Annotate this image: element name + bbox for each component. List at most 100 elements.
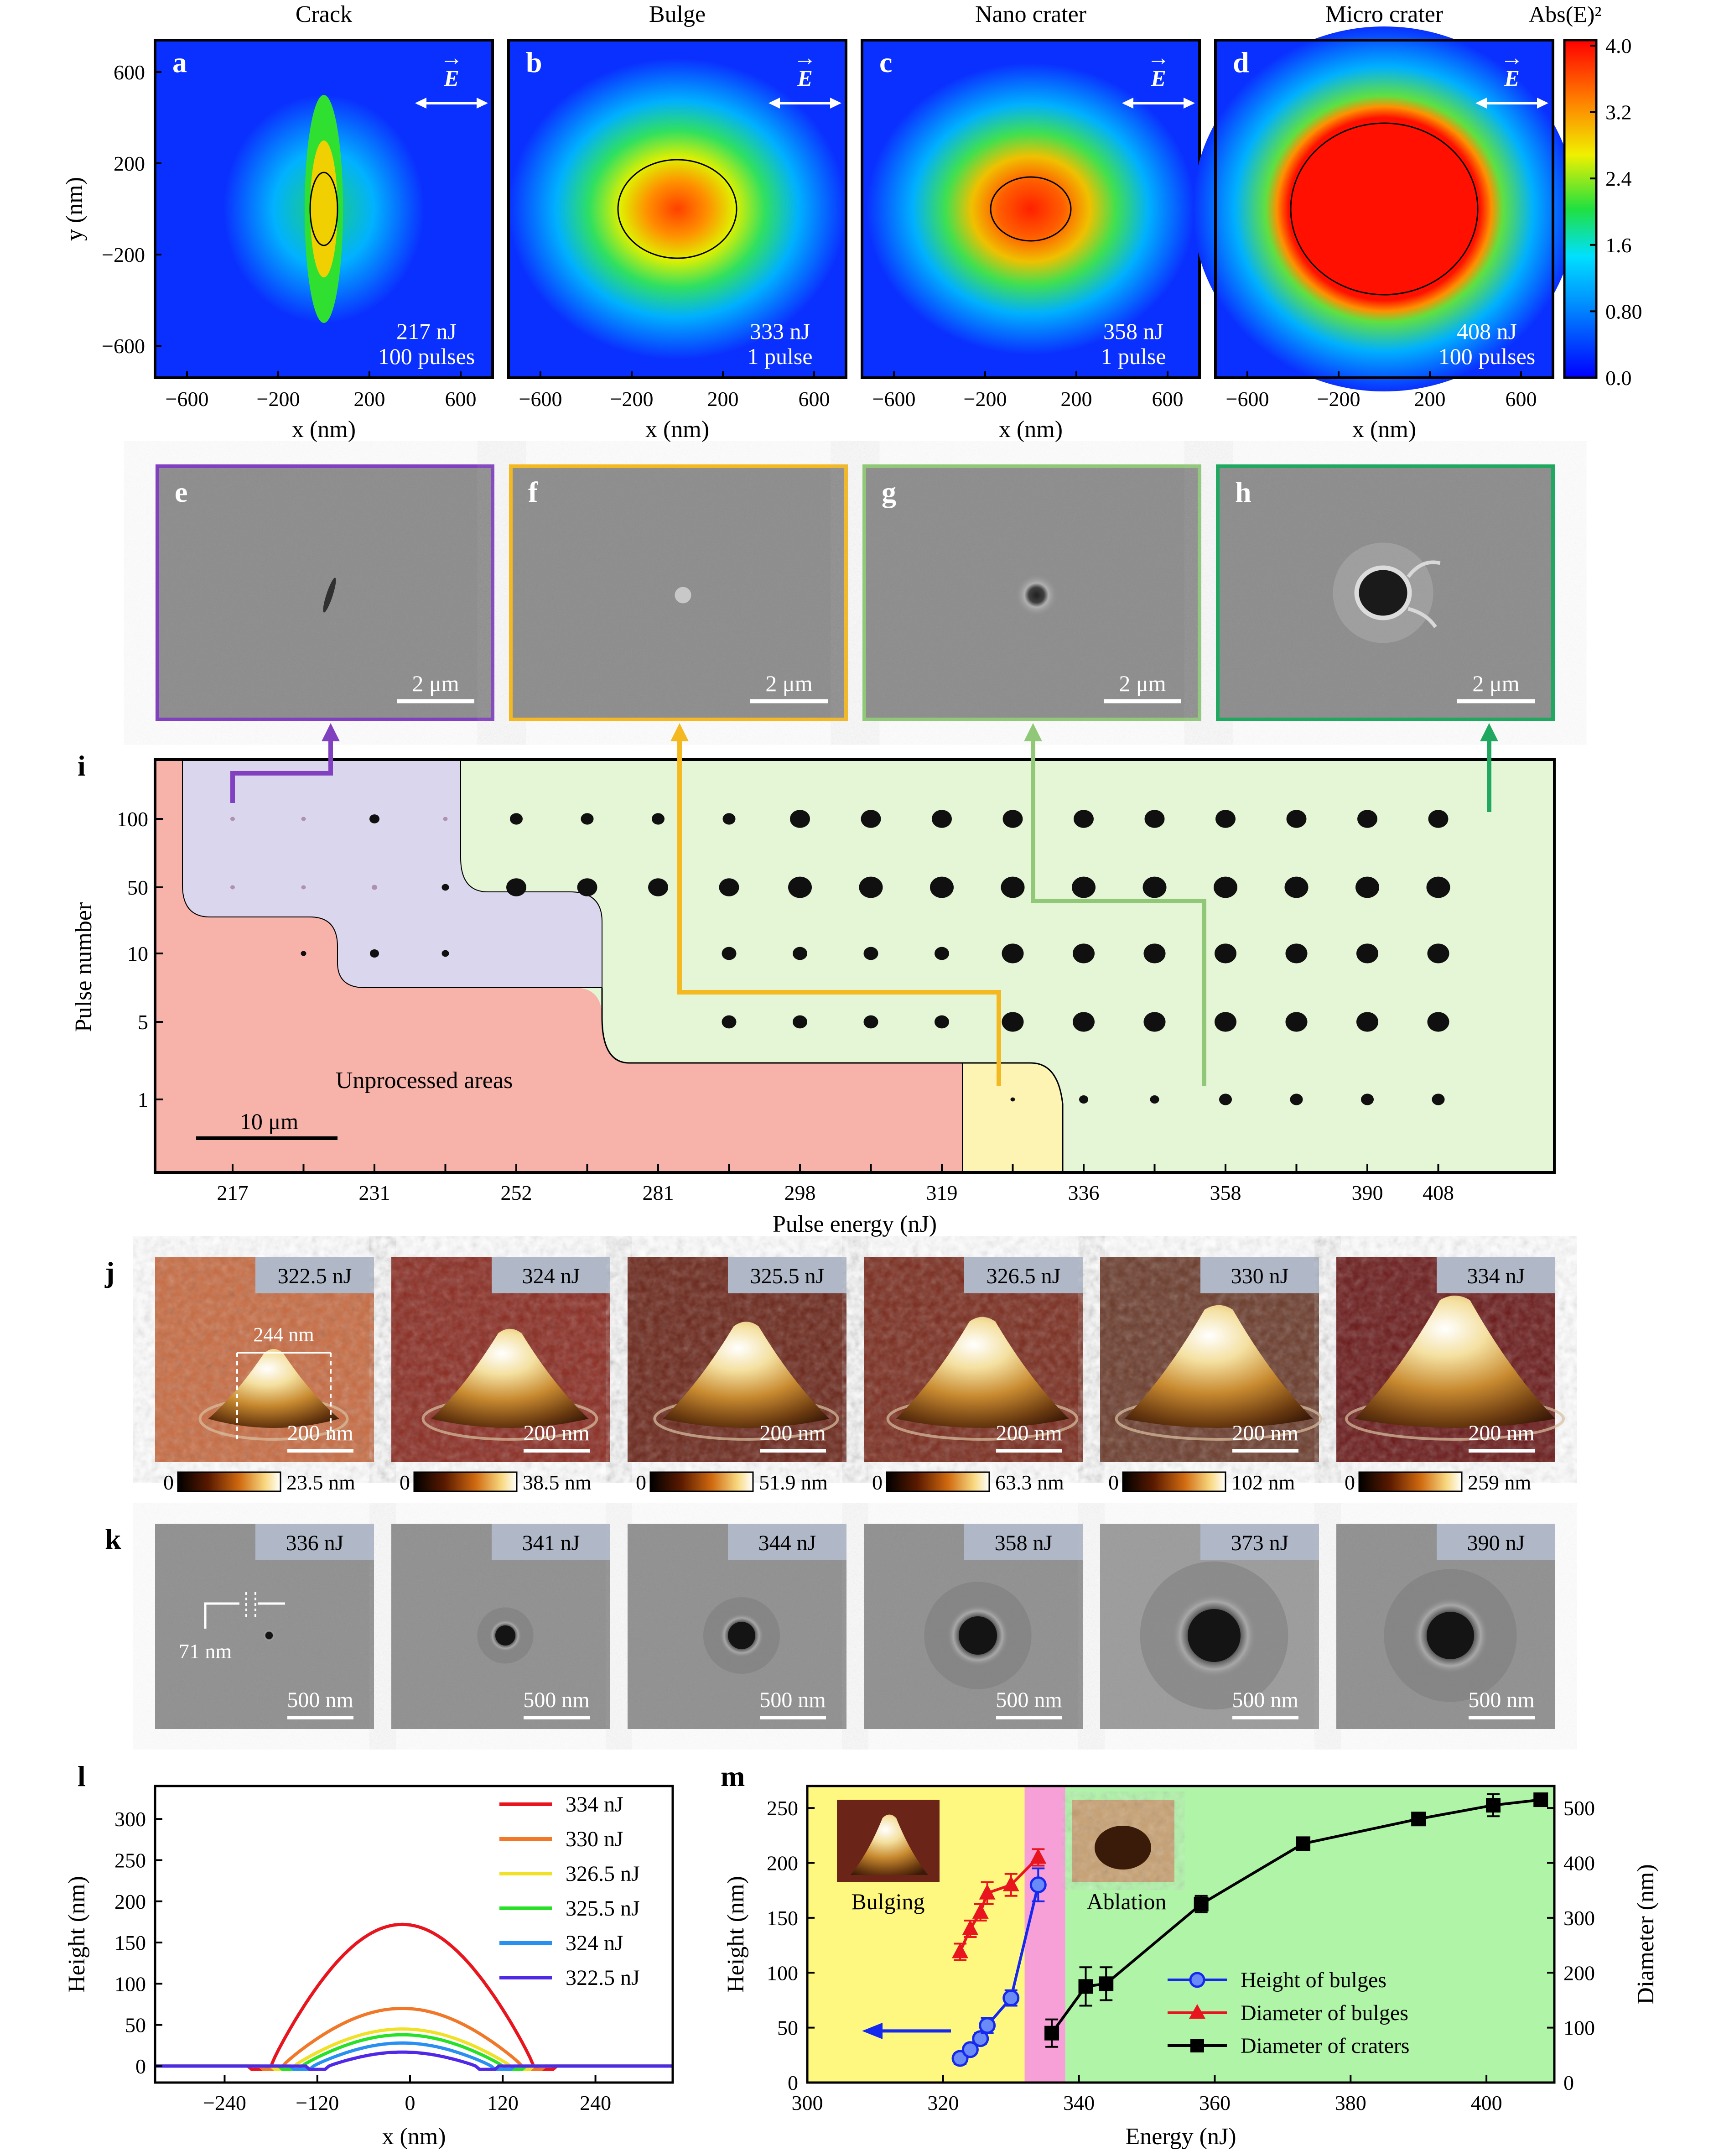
- y-right-tick-label: 100: [1563, 2016, 1595, 2040]
- y-right-tick-label: 300: [1563, 1906, 1595, 1930]
- data-point-square: [1099, 1976, 1114, 1991]
- sem-bulge: [675, 587, 691, 604]
- chart-frame: [806, 1785, 1556, 2084]
- axis-arrowhead: [862, 2022, 883, 2039]
- sem-k-row: 336 nJ 500 nm 71 nm 341 nJ 500 nm 344 nJ 500 n…: [155, 1524, 1555, 1729]
- sem-k-tag: [964, 1524, 1083, 1560]
- efield-label: E: [1150, 65, 1166, 91]
- sem-k-tag: [1437, 1524, 1555, 1560]
- x-tick-label: −600: [872, 387, 916, 411]
- sim-panel-title: Crack: [296, 1, 352, 27]
- x-tick-label: −600: [166, 387, 209, 411]
- sem-crack: [323, 578, 336, 613]
- map-x-tick-label: 217: [217, 1181, 249, 1204]
- efield-arrowhead-right: [1537, 98, 1548, 109]
- data-point-square: [1485, 1798, 1501, 1813]
- afm-max: 102 nm: [1231, 1471, 1295, 1494]
- afm-bulge: [1355, 1296, 1555, 1428]
- map-dot: [370, 949, 379, 958]
- data-point-circle: [972, 2030, 989, 2047]
- sim-energy: 358 nJ: [1103, 318, 1163, 344]
- x-tick-label: 380: [1335, 2091, 1366, 2114]
- legend-label: Height of bulges: [1241, 1968, 1386, 1992]
- afm-panel-3: 325.5 nJ 200 nm 0 51.9 nm: [628, 1257, 846, 1494]
- efield-arrowhead-left: [1122, 98, 1133, 109]
- afm-tag: [728, 1257, 846, 1293]
- x-tick-label: −200: [257, 387, 300, 411]
- afm-bulge: [208, 1349, 339, 1428]
- map-dot: [1002, 810, 1023, 828]
- map-dot: [1427, 1012, 1449, 1032]
- sem-k-hole: [265, 1632, 273, 1639]
- y-tick-label: 250: [767, 1797, 798, 1820]
- x-tick-label: 240: [580, 2091, 611, 2114]
- map-x-tick-label: 319: [926, 1181, 958, 1204]
- sem-scale-label: 2 μm: [1472, 671, 1519, 696]
- legend-label: 322.5 nJ: [566, 1966, 640, 1990]
- sem-nano-crater: [1014, 573, 1059, 617]
- colorbar-tick-label: 0.80: [1605, 300, 1642, 323]
- sim-contour: [990, 176, 1072, 242]
- sim-frame: [1214, 39, 1554, 379]
- afm-panel-5: 330 nJ 200 nm 0 102 nm: [1100, 1257, 1323, 1494]
- efield-label: E: [443, 65, 459, 91]
- sem-panel-g: g 2 μm: [862, 464, 1201, 721]
- sem-k-energy: 390 nJ: [1467, 1531, 1525, 1555]
- map-dot: [1356, 1012, 1378, 1032]
- x-tick-label: 120: [487, 2091, 519, 2114]
- x-tick-label: −200: [964, 387, 1007, 411]
- x-tick-label: 360: [1199, 2091, 1231, 2114]
- region-label-ablation: Ablation: [1087, 1889, 1167, 1914]
- sim-panel-title: Nano crater: [975, 1, 1086, 27]
- x-tick-label: 340: [1063, 2091, 1095, 2114]
- map-dot: [930, 876, 954, 898]
- map-dot: [1073, 943, 1095, 963]
- y-tick-label: 300: [114, 1807, 146, 1831]
- afm-scale-label: 200 nm: [1232, 1421, 1298, 1445]
- sim-field: [867, 63, 1195, 355]
- sim-pulses: 100 pulses: [1438, 344, 1536, 369]
- x-tick-label: 200: [354, 387, 385, 411]
- sim-xlabel: x (nm): [1352, 417, 1416, 443]
- map-x-tick-label: 298: [784, 1181, 816, 1204]
- data-point-circle: [961, 2041, 979, 2058]
- x-tick-label: 200: [707, 387, 739, 411]
- sem-k-tag: [255, 1524, 374, 1560]
- data-point-square: [1296, 1836, 1311, 1851]
- y-tick-label: 200: [114, 152, 145, 175]
- sim-panel-3: Nano crater c →E 358 nJ1 pulse −600 −200 200 60…: [861, 1, 1201, 443]
- panel-letter: d: [1233, 46, 1249, 78]
- y-tick-label: 200: [767, 1852, 798, 1875]
- panel-letter: e: [175, 476, 187, 508]
- sim-contour: [1290, 122, 1479, 296]
- chart-ylabel: Height (nm): [723, 1876, 749, 1993]
- map-y-tick-label: 1: [138, 1088, 148, 1111]
- panel-letter-m: m: [721, 1760, 745, 1792]
- sem-panel-h: h 2 μm: [1216, 464, 1555, 721]
- map-dot: [1074, 810, 1094, 828]
- sem-k-energy: 344 nJ: [758, 1531, 816, 1555]
- data-point-triangle: [962, 1919, 979, 1935]
- afm-max: 63.3 nm: [995, 1471, 1064, 1494]
- sim-frame: [507, 39, 847, 379]
- chart-ylabel: Height (nm): [64, 1876, 90, 1993]
- map-x-tick-label: 390: [1352, 1181, 1383, 1204]
- chart-height-diameter: Bulging Ablation Height of bulges Diameter …: [723, 1785, 1659, 2150]
- colorbar-gradient: [1563, 39, 1598, 379]
- connector-e: [230, 739, 333, 803]
- map-frame: [154, 758, 1556, 1174]
- map-dot: [1143, 943, 1166, 963]
- sem-k-hole: [495, 1625, 515, 1646]
- map-dot: [372, 885, 377, 890]
- x-tick-label: −200: [610, 387, 654, 411]
- y-tick-label: 200: [114, 1890, 146, 1913]
- sim-energy: 408 nJ: [1457, 318, 1517, 344]
- sem-k-hole: [728, 1622, 755, 1649]
- y-tick-label: 100: [767, 1961, 798, 1984]
- sem-row: e 2 μm f 2 μm g 2 μm h 2 μm: [156, 464, 1555, 721]
- efield-arrowhead-right: [1184, 98, 1195, 109]
- afm-tag: [255, 1257, 374, 1293]
- panel-letter-i: i: [78, 750, 86, 782]
- map-x-tick-label: 231: [359, 1181, 390, 1204]
- data-point-triangle: [972, 1903, 989, 1919]
